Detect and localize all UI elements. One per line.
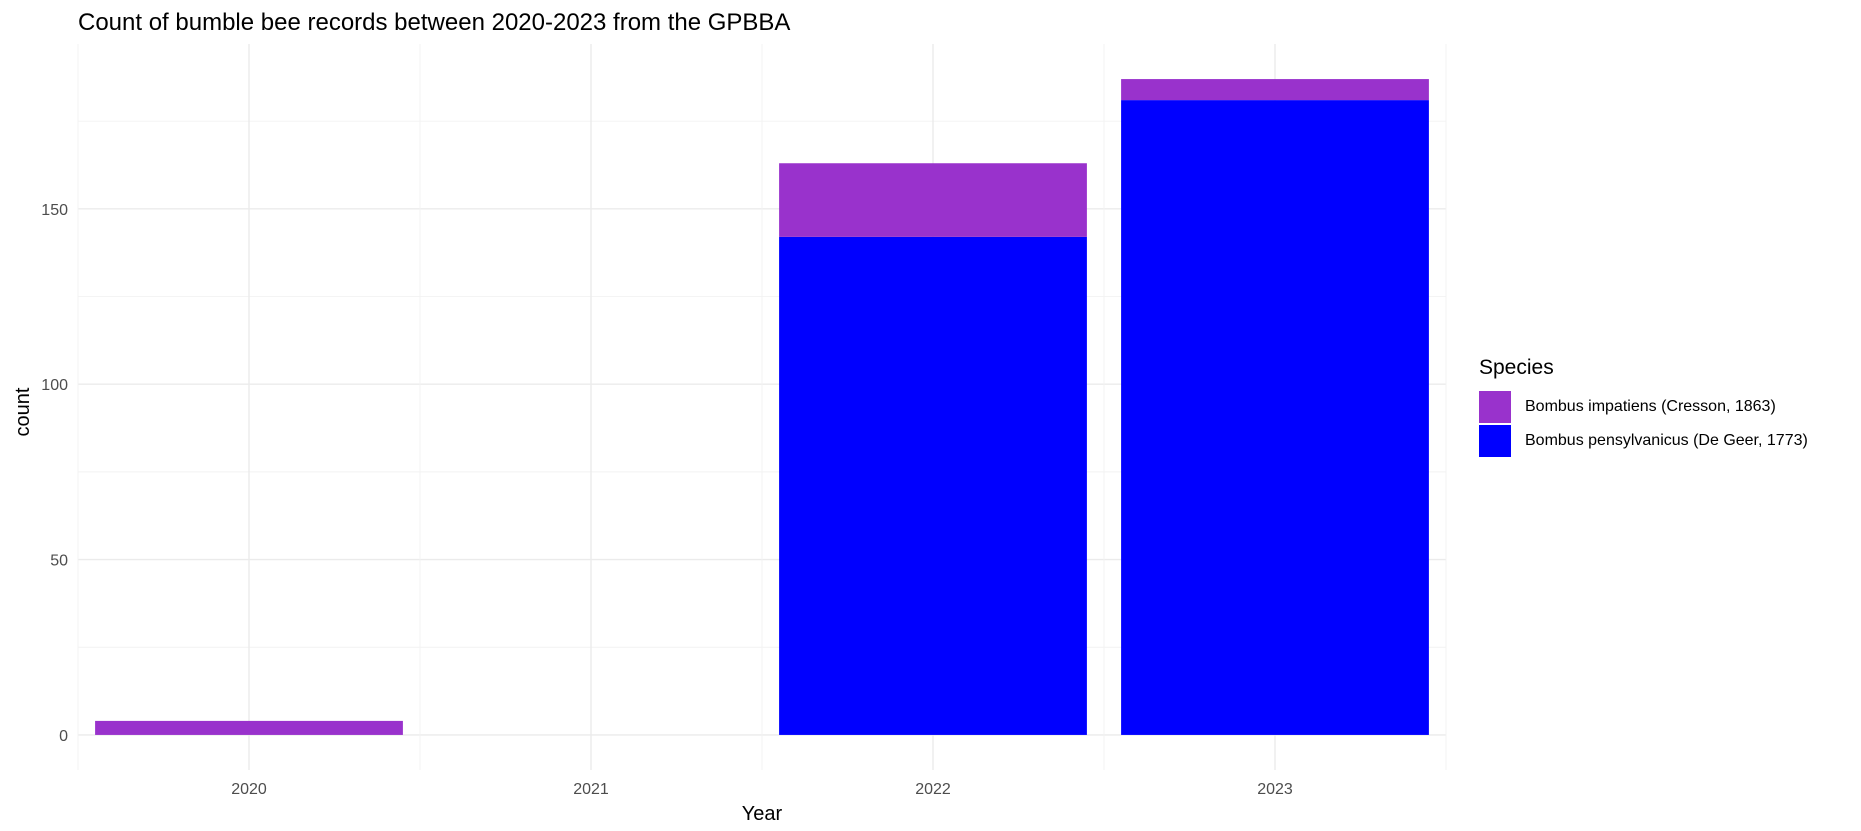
bar-2022-series-1 — [779, 163, 1087, 237]
legend-title: Species — [1479, 356, 1554, 379]
x-axis-ticks: 2020 2021 2022 2023 — [231, 781, 1293, 798]
x-tick-label: 2021 — [573, 781, 609, 798]
y-tick-label: 150 — [41, 202, 68, 219]
bar-2023-series-2 — [1121, 100, 1429, 735]
x-axis-title: Year — [742, 803, 783, 825]
legend-key — [1479, 391, 1511, 423]
bar-2022-series-2 — [779, 236, 1087, 735]
bars — [95, 79, 1429, 735]
legend-key — [1479, 425, 1511, 457]
legend-items: Bombus impatiens (Cresson, 1863) Bombus p… — [1479, 390, 1808, 458]
x-tick-label: 2020 — [231, 781, 267, 798]
x-tick-label: 2022 — [915, 781, 951, 798]
legend-item: Bombus pensylvanicus (De Geer, 1773) — [1479, 424, 1808, 458]
chart-title: Count of bumble bee records between 2020… — [78, 9, 791, 36]
legend-item: Bombus impatiens (Cresson, 1863) — [1479, 390, 1808, 424]
y-tick-label: 50 — [50, 553, 68, 570]
legend-label: Bombus impatiens (Cresson, 1863) — [1525, 398, 1776, 415]
bar-2023-series-1 — [1121, 79, 1429, 101]
x-tick-label: 2023 — [1257, 781, 1293, 798]
legend-label: Bombus pensylvanicus (De Geer, 1773) — [1525, 432, 1808, 449]
y-tick-label: 0 — [59, 728, 68, 745]
y-tick-label: 100 — [41, 377, 68, 394]
bar-2020-series-1 — [95, 720, 403, 735]
legend: Species Bombus impatiens (Cresson, 1863)… — [1479, 356, 1808, 458]
y-axis-title: count — [12, 387, 34, 436]
y-axis-ticks: 0 50 100 150 — [41, 202, 68, 745]
